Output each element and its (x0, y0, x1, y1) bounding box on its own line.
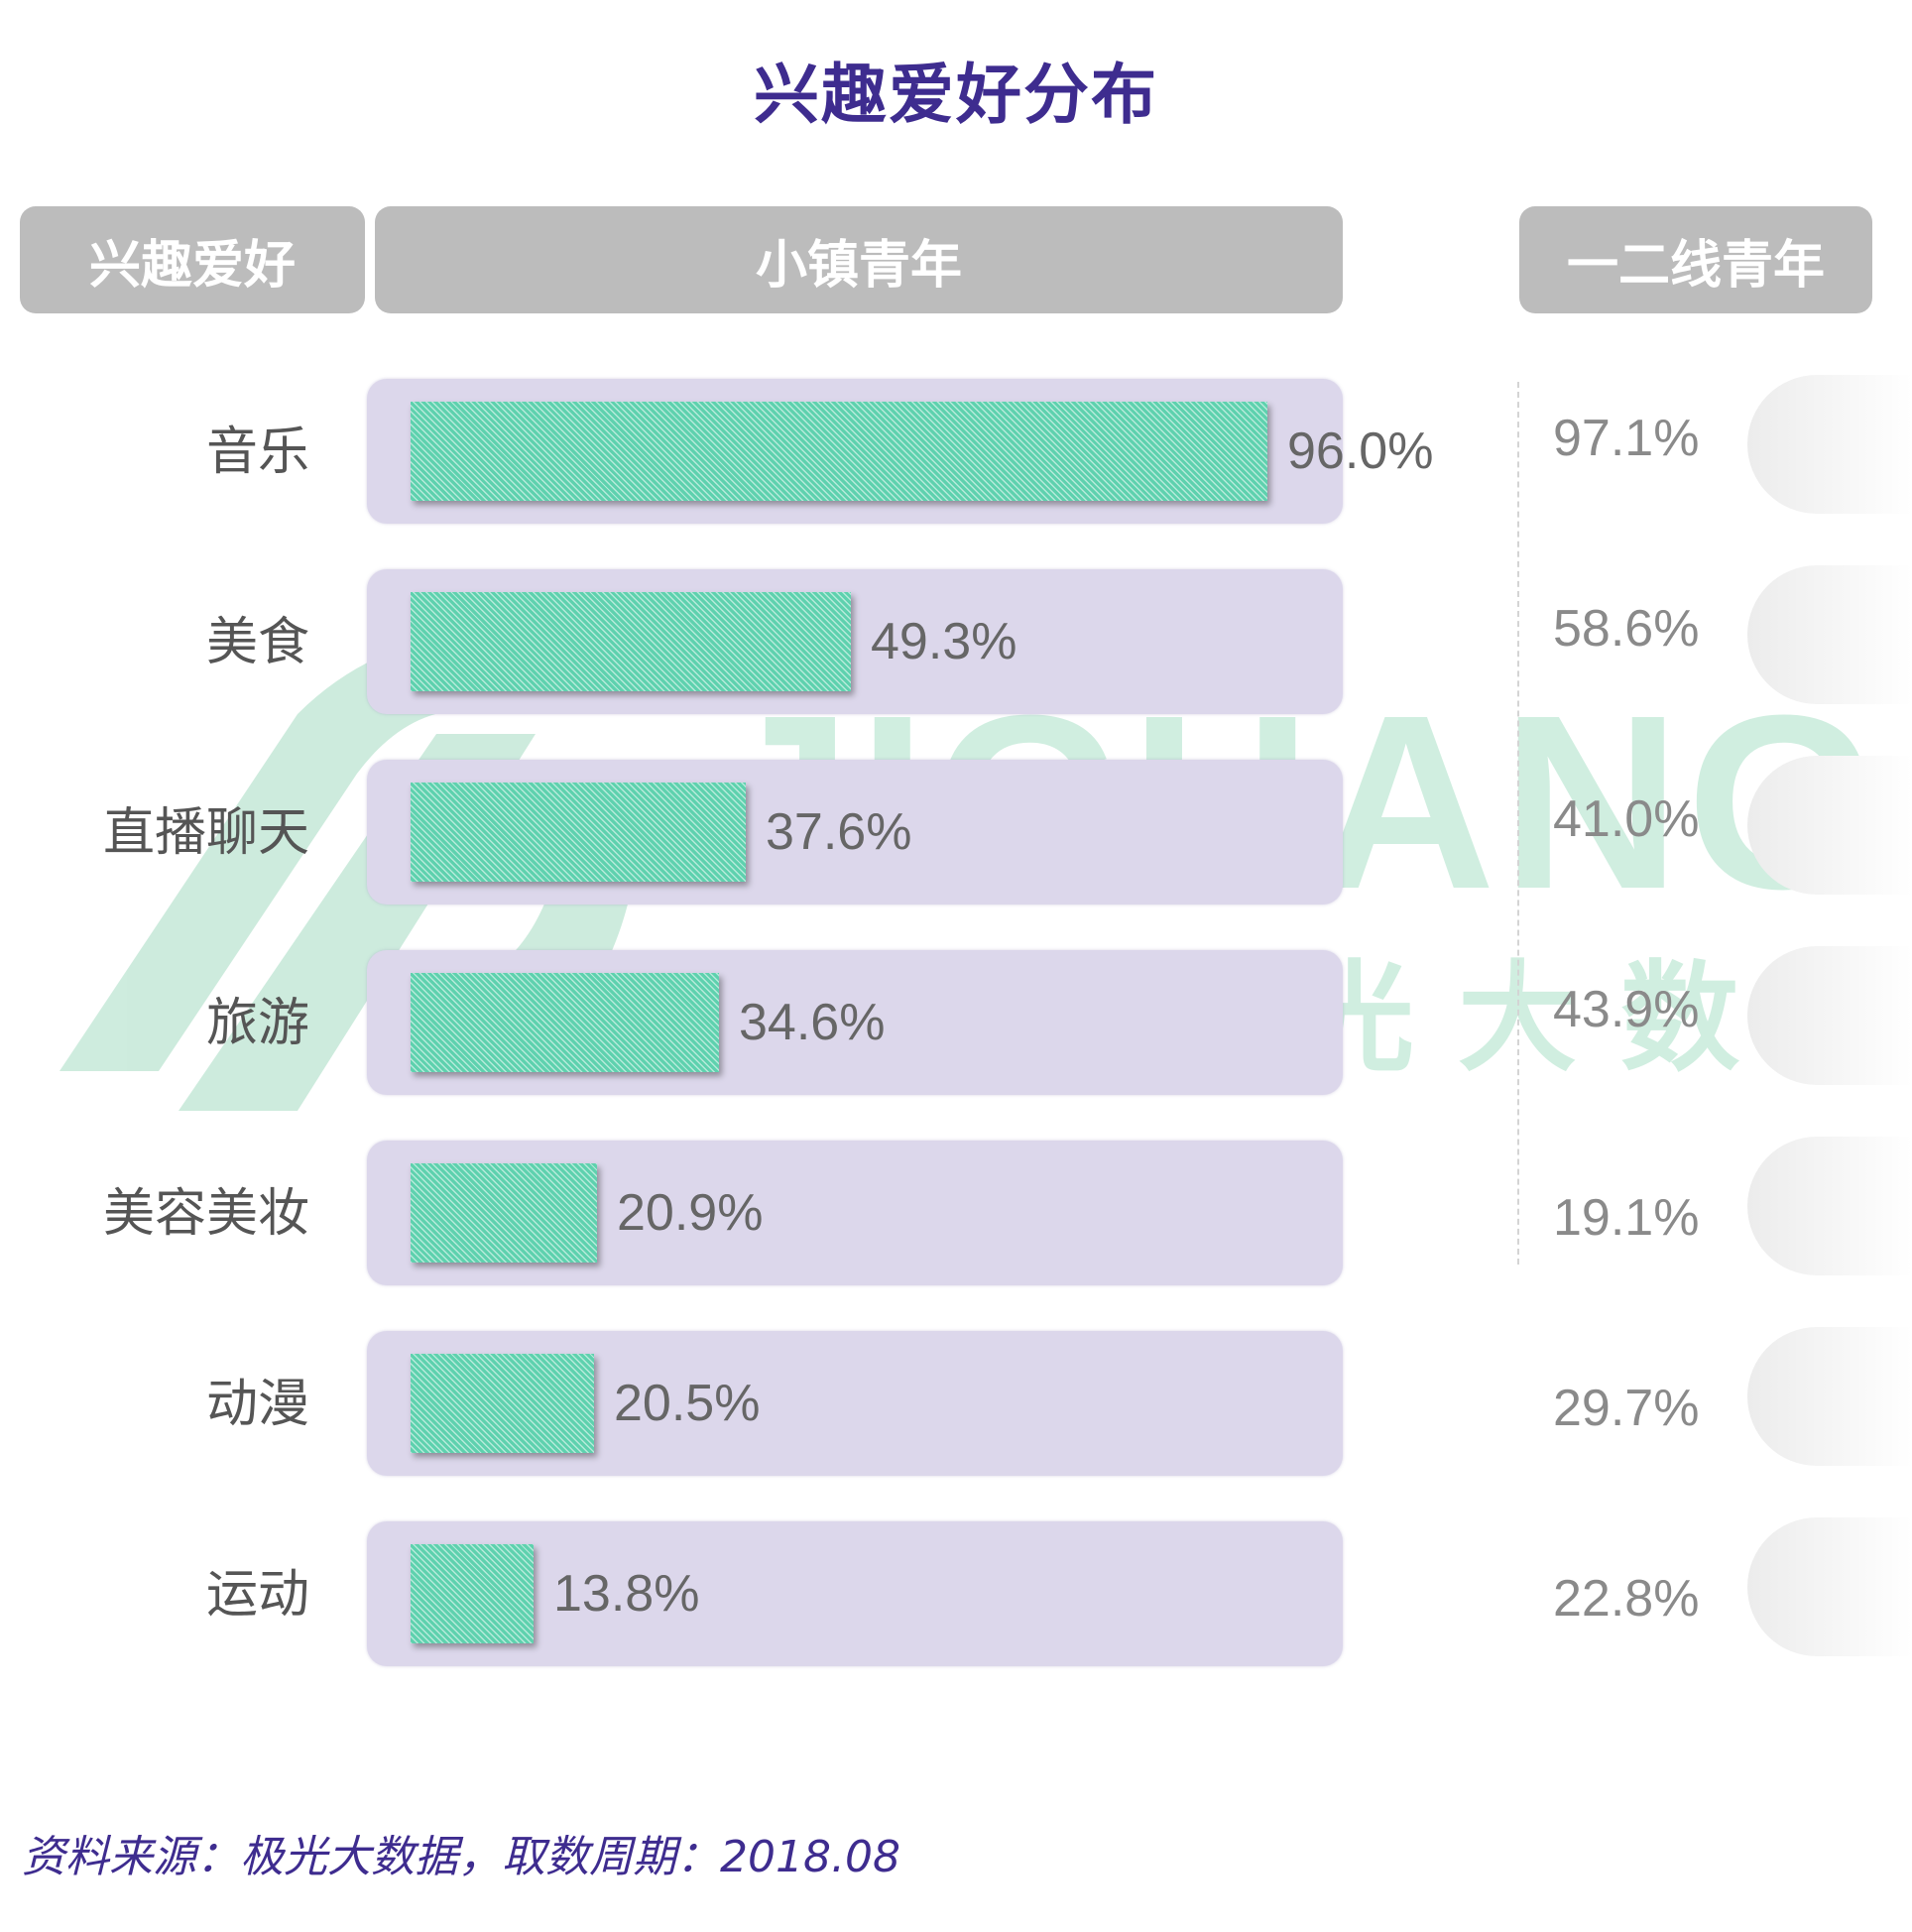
city-youth-value-label: 97.1% (1553, 410, 1700, 467)
city-youth-marker (1747, 565, 1912, 704)
town-youth-bar (411, 1163, 597, 1263)
city-youth-value-label: 29.7% (1553, 1380, 1700, 1437)
city-youth-value-label: 43.9% (1553, 981, 1700, 1038)
city-youth-value-label: 19.1% (1553, 1189, 1700, 1247)
bar-track: 37.6% (367, 760, 1343, 905)
chart-row: 动漫 20.5% 29.7% (0, 1327, 1912, 1478)
chart-row: 美容美妆 20.9% 19.1% (0, 1137, 1912, 1287)
city-youth-value-label: 41.0% (1553, 790, 1700, 848)
town-youth-value-label: 34.6% (739, 994, 886, 1051)
bar-track: 20.9% (367, 1141, 1343, 1285)
town-youth-bar (411, 402, 1267, 501)
town-youth-bar (411, 973, 719, 1072)
category-label: 美容美妆 (102, 1184, 309, 1244)
chart-row: 美食 49.3% 58.6% (0, 565, 1912, 716)
town-youth-value-label: 49.3% (871, 613, 1017, 670)
town-youth-bar (411, 1354, 594, 1453)
chart-row: 旅游 34.6% 43.9% (0, 946, 1912, 1097)
header-town-youth: 小镇青年 (375, 206, 1343, 313)
category-label: 美食 (205, 613, 309, 672)
town-youth-value-label: 37.6% (766, 803, 912, 861)
bar-track: 49.3% (367, 569, 1343, 714)
town-youth-bar (411, 1544, 534, 1643)
category-label: 音乐 (205, 423, 309, 482)
bar-track: 34.6% (367, 950, 1343, 1095)
city-youth-marker (1747, 1517, 1912, 1656)
town-youth-bar (411, 783, 746, 882)
category-label: 动漫 (205, 1375, 309, 1434)
bar-track: 96.0% (367, 379, 1433, 524)
source-note: 资料来源：极光大数据，取数周期：2018.08 (22, 1832, 900, 1882)
town-youth-value-label: 96.0% (1287, 423, 1434, 480)
bar-track: 13.8% (367, 1521, 1343, 1666)
city-youth-marker (1747, 756, 1912, 895)
chart-row: 音乐 96.0% 97.1% (0, 375, 1912, 526)
category-label: 旅游 (205, 994, 309, 1053)
header-city-youth: 一二线青年 (1519, 206, 1872, 313)
city-youth-marker (1747, 375, 1912, 514)
chart-row: 运动 13.8% 22.8% (0, 1517, 1912, 1668)
town-youth-value-label: 20.9% (617, 1184, 764, 1242)
category-label: 运动 (205, 1565, 309, 1625)
city-youth-value-label: 22.8% (1553, 1570, 1700, 1628)
town-youth-bar (411, 592, 851, 691)
chart-row: 直播聊天 37.6% 41.0% (0, 756, 1912, 906)
bar-track: 20.5% (367, 1331, 1343, 1476)
column-divider (1517, 382, 1519, 1265)
category-label: 直播聊天 (102, 803, 309, 863)
city-youth-marker (1747, 946, 1912, 1085)
town-youth-value-label: 20.5% (614, 1375, 761, 1432)
city-youth-value-label: 58.6% (1553, 600, 1700, 658)
city-youth-marker (1747, 1327, 1912, 1466)
chart-title: 兴趣爱好分布 (754, 57, 1158, 133)
city-youth-marker (1747, 1137, 1912, 1275)
town-youth-value-label: 13.8% (553, 1565, 700, 1623)
header-category: 兴趣爱好 (20, 206, 365, 313)
